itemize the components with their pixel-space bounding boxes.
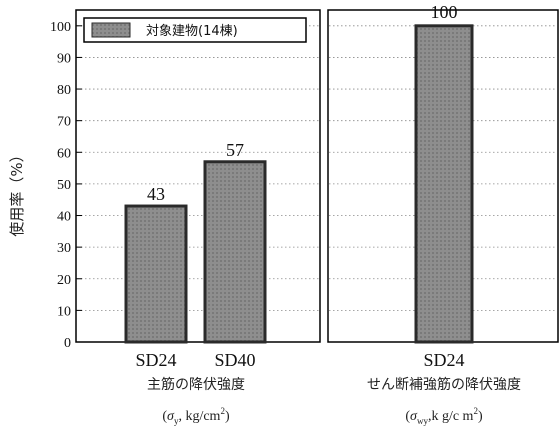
y-tick-label: 40 xyxy=(57,210,71,225)
legend-label: 対象建物(14棟) xyxy=(146,24,238,39)
left-bars: 43 SD24 57 SD40 xyxy=(124,140,267,370)
y-tick-label: 20 xyxy=(57,273,71,288)
bar-sd24-shear xyxy=(414,24,474,344)
left-gridlines xyxy=(77,25,319,311)
left-plot-frame xyxy=(75,9,321,343)
y-tick-label: 60 xyxy=(57,146,71,161)
legend: 対象建物(14棟) xyxy=(83,17,307,43)
y-tick-label: 30 xyxy=(57,241,71,256)
bar-value-label: 43 xyxy=(147,184,165,204)
x-category-label: SD24 xyxy=(135,350,176,370)
y-tick-label: 80 xyxy=(57,83,71,98)
bar-value-label: 57 xyxy=(226,140,244,160)
bar-sd40 xyxy=(203,160,267,344)
y-tick-label: 90 xyxy=(57,51,71,66)
y-tick-label: 0 xyxy=(64,336,71,351)
right-x-axis-title: せん断補強筋の降伏強度 xyxy=(367,376,521,393)
y-tick-label: 70 xyxy=(57,115,71,130)
right-unit-label: (σwy,k g/c m2) xyxy=(405,406,483,426)
left-chart-panel: 0 10 20 30 40 50 60 70 80 90 100 43 SD24 57 SD40 対象建物… xyxy=(50,9,321,426)
bar-sd24 xyxy=(124,204,188,344)
y-tick-label: 10 xyxy=(57,304,71,319)
left-y-ticks: 0 10 20 30 40 50 60 70 80 90 100 xyxy=(50,20,82,351)
y-tick-label: 100 xyxy=(50,20,71,35)
y-tick-label: 50 xyxy=(57,178,71,193)
bar-value-label: 100 xyxy=(431,2,458,22)
left-x-axis-title: 主筋の降伏強度 xyxy=(147,376,245,393)
right-bars: 100 SD24 xyxy=(414,2,474,370)
left-unit-label: (σy, kg/cm2) xyxy=(162,406,230,426)
x-category-label: SD40 xyxy=(214,350,255,370)
legend-swatch xyxy=(91,22,131,38)
x-category-label: SD24 xyxy=(423,350,464,370)
y-axis-title: 使用率（%） xyxy=(8,147,26,236)
right-chart-panel: 100 SD24 せん断補強筋の降伏強度 (σwy,k g/c m2) xyxy=(327,2,559,426)
